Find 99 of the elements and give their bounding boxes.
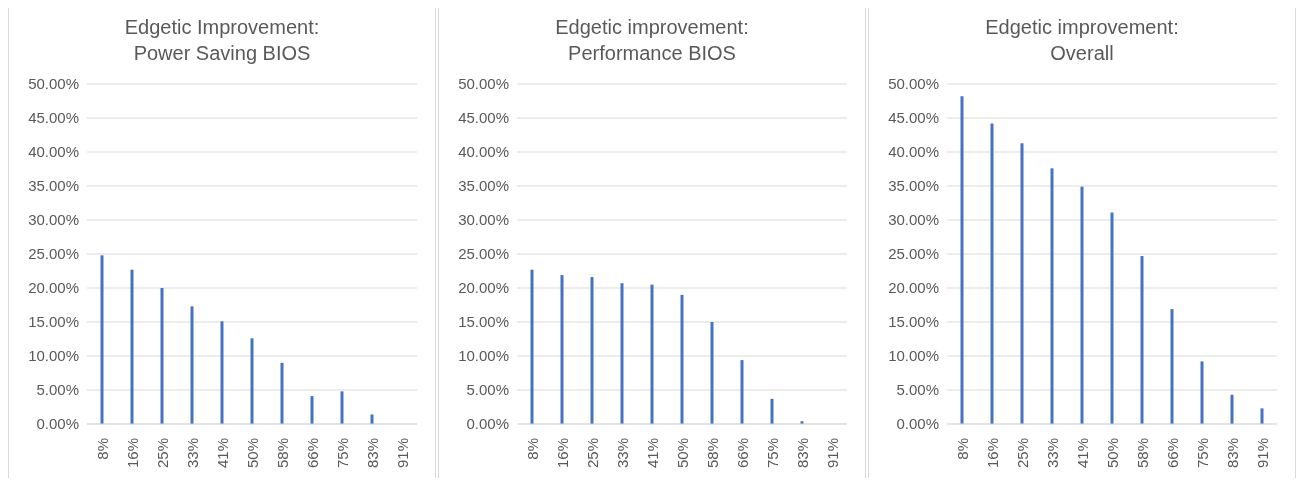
x-tick-label: 75% <box>333 438 351 469</box>
x-tick-label: 25% <box>1013 438 1031 469</box>
bar <box>1050 168 1054 424</box>
bar <box>220 321 224 424</box>
chart-title: Edgetic improvement: Performance BIOS <box>554 15 750 66</box>
y-tick-label: 15.00% <box>888 313 939 331</box>
y-tick-label: 50.00% <box>28 75 79 93</box>
bar <box>770 398 774 424</box>
x-tick-label: 83% <box>1223 438 1241 469</box>
x-tick-label: 58% <box>273 438 291 469</box>
y-tick-label: 20.00% <box>458 279 509 297</box>
bar <box>960 96 964 424</box>
bar <box>1020 143 1024 424</box>
bar <box>1080 186 1084 424</box>
x-tick-label: 91% <box>393 438 411 469</box>
x-tick-label: 50% <box>1103 438 1121 469</box>
x-tick-label: 33% <box>183 438 201 469</box>
y-tick-label: 10.00% <box>28 347 79 365</box>
x-tick-label: 8% <box>93 438 111 460</box>
x-tick-label: 8% <box>523 438 541 460</box>
bar <box>680 294 684 424</box>
bar <box>1200 361 1204 424</box>
bar <box>280 362 284 424</box>
x-tick-label: 50% <box>673 438 691 469</box>
y-tick-label: 45.00% <box>28 109 79 127</box>
bar <box>1260 408 1264 424</box>
y-tick-label: 0.00% <box>466 415 509 433</box>
y-tick-label: 40.00% <box>28 143 79 161</box>
y-tick-label: 25.00% <box>28 245 79 263</box>
y-tick-label: 30.00% <box>28 211 79 229</box>
bar <box>1140 256 1144 424</box>
x-tick-label: 16% <box>553 438 571 469</box>
y-tick-label: 0.00% <box>36 415 79 433</box>
y-tick-label: 45.00% <box>458 109 509 127</box>
x-tick-label: 33% <box>613 438 631 469</box>
x-tick-label: 66% <box>303 438 321 469</box>
x-tick-label: 66% <box>733 438 751 469</box>
x-tick-label: 41% <box>643 438 661 469</box>
bar <box>650 284 654 424</box>
bar <box>710 322 714 424</box>
bar <box>310 396 314 424</box>
x-tick-label: 41% <box>213 438 231 469</box>
y-tick-label: 15.00% <box>458 313 509 331</box>
y-tick-label: 40.00% <box>458 143 509 161</box>
y-tick-label: 10.00% <box>888 347 939 365</box>
y-tick-label: 5.00% <box>896 381 939 399</box>
bar <box>130 269 134 424</box>
y-tick-label: 40.00% <box>888 143 939 161</box>
x-tick-label: 91% <box>823 438 841 469</box>
x-tick-label: 25% <box>583 438 601 469</box>
x-tick-label: 91% <box>1253 438 1271 469</box>
y-tick-label: 5.00% <box>466 381 509 399</box>
y-tick-label: 45.00% <box>888 109 939 127</box>
x-tick-label: 83% <box>363 438 381 469</box>
y-tick-label: 20.00% <box>28 279 79 297</box>
bar <box>560 275 564 424</box>
bar <box>590 277 594 424</box>
y-tick-label: 30.00% <box>888 211 939 229</box>
y-tick-label: 35.00% <box>888 177 939 195</box>
bar <box>250 338 254 424</box>
x-tick-label: 16% <box>123 438 141 469</box>
y-tick-label: 25.00% <box>888 245 939 263</box>
bar <box>190 306 194 424</box>
y-tick-label: 20.00% <box>888 279 939 297</box>
x-tick-label: 16% <box>983 438 1001 469</box>
x-tick-label: 41% <box>1073 438 1091 469</box>
bar <box>990 123 994 424</box>
y-tick-label: 35.00% <box>28 177 79 195</box>
y-tick-label: 0.00% <box>896 415 939 433</box>
x-tick-label: 8% <box>953 438 971 460</box>
chart-title: Edgetic Improvement: Power Saving BIOS <box>123 15 321 66</box>
y-tick-label: 50.00% <box>458 75 509 93</box>
bar <box>100 255 104 424</box>
y-tick-label: 5.00% <box>36 381 79 399</box>
x-tick-label: 50% <box>243 438 261 469</box>
x-tick-label: 58% <box>1133 438 1151 469</box>
y-tick-label: 10.00% <box>458 347 509 365</box>
x-tick-label: 75% <box>763 438 781 469</box>
x-tick-label: 58% <box>703 438 721 469</box>
y-tick-label: 25.00% <box>458 245 509 263</box>
bar <box>160 288 164 424</box>
y-tick-label: 50.00% <box>888 75 939 93</box>
x-tick-label: 33% <box>1043 438 1061 469</box>
bar <box>530 269 534 424</box>
bar <box>1110 212 1114 424</box>
chart-title: Edgetic improvement: Overall <box>984 15 1180 66</box>
bar <box>620 283 624 424</box>
x-tick-label: 83% <box>793 438 811 469</box>
y-tick-label: 15.00% <box>28 313 79 331</box>
bar <box>1170 309 1174 424</box>
x-tick-label: 66% <box>1163 438 1181 469</box>
bar <box>370 414 374 424</box>
bar <box>340 391 344 424</box>
y-tick-label: 30.00% <box>458 211 509 229</box>
bar <box>740 360 744 424</box>
y-tick-label: 35.00% <box>458 177 509 195</box>
bar <box>1230 394 1234 424</box>
x-tick-label: 25% <box>153 438 171 469</box>
x-tick-label: 75% <box>1193 438 1211 469</box>
